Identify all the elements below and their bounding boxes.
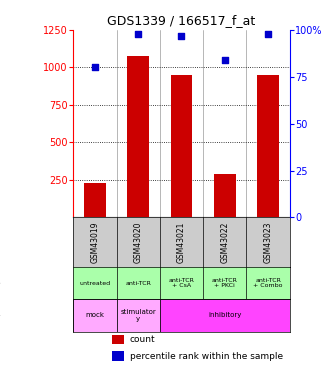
- Text: GSM43023: GSM43023: [263, 222, 273, 263]
- Text: percentile rank within the sample: percentile rank within the sample: [130, 351, 283, 360]
- Bar: [112, 351, 124, 360]
- Bar: [257, 75, 279, 217]
- Point: [179, 33, 184, 39]
- Bar: [127, 56, 149, 217]
- Bar: [170, 75, 192, 217]
- Text: GSM43021: GSM43021: [177, 222, 186, 263]
- Point: [222, 57, 227, 63]
- Bar: [160, 299, 290, 332]
- Text: untreated: untreated: [79, 281, 111, 286]
- Point: [92, 64, 98, 70]
- Text: inhibitory: inhibitory: [208, 312, 241, 318]
- Text: anti-TCR
+ PKCi: anti-TCR + PKCi: [212, 278, 238, 288]
- Bar: [73, 299, 117, 332]
- Point: [265, 31, 271, 37]
- Text: stimulator
y: stimulator y: [120, 309, 156, 322]
- Text: mock: mock: [85, 312, 105, 318]
- Text: GSM43020: GSM43020: [134, 222, 143, 263]
- Bar: [84, 183, 106, 218]
- Title: GDS1339 / 166517_f_at: GDS1339 / 166517_f_at: [107, 15, 256, 27]
- Text: anti-TCR: anti-TCR: [125, 281, 151, 286]
- Text: anti-TCR
+ CsA: anti-TCR + CsA: [168, 278, 194, 288]
- Text: GSM43022: GSM43022: [220, 222, 229, 263]
- Text: GSM43019: GSM43019: [90, 222, 100, 263]
- Bar: [214, 174, 236, 217]
- Point: [136, 31, 141, 37]
- Bar: [117, 299, 160, 332]
- Bar: [112, 335, 124, 344]
- Text: count: count: [130, 335, 155, 344]
- Text: anti-TCR
+ Combo: anti-TCR + Combo: [253, 278, 283, 288]
